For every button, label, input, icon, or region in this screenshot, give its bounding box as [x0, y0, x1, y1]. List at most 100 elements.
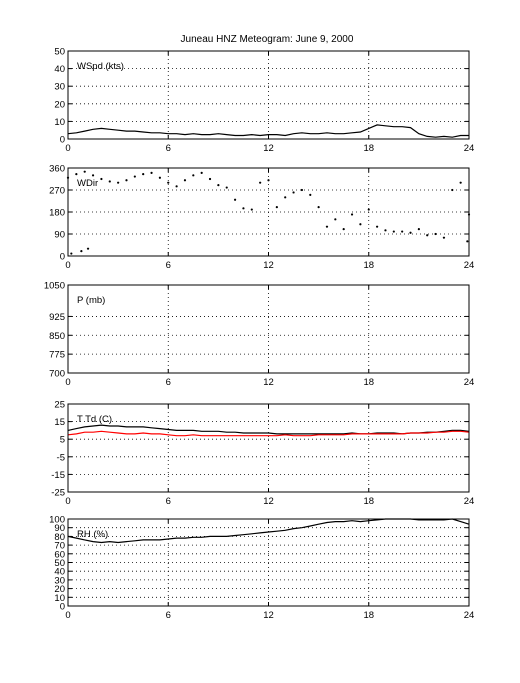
data-point — [350, 213, 354, 216]
x-tick-label: 24 — [464, 610, 475, 621]
x-tick-label: 0 — [65, 610, 70, 621]
data-point — [133, 175, 136, 178]
data-point — [442, 236, 446, 239]
y-tick-label: 700 — [49, 369, 65, 380]
x-tick-label: 0 — [65, 377, 70, 388]
panel-label: WDir — [77, 178, 98, 189]
y-tick-label: 180 — [49, 208, 65, 219]
data-point — [183, 179, 187, 182]
panel-label: P (mb) — [77, 295, 105, 306]
y-tick-label: 90 — [54, 523, 65, 534]
data-point — [150, 171, 153, 174]
data-point — [267, 179, 270, 182]
panel-label: RH (%) — [77, 529, 108, 540]
y-tick-label: 50 — [54, 558, 65, 569]
series-wspd-0 — [67, 124, 469, 138]
data-point — [300, 188, 304, 192]
data-point — [192, 174, 195, 177]
x-tick-label: 6 — [166, 143, 171, 154]
data-point — [466, 240, 469, 243]
x-tick-label: 18 — [363, 496, 374, 507]
data-point — [417, 228, 420, 231]
data-point — [342, 228, 345, 231]
x-tick-label: 18 — [363, 610, 374, 621]
y-tick-label: 60 — [54, 549, 65, 560]
y-tick-label: -25 — [51, 488, 65, 499]
data-point — [309, 193, 312, 196]
panel-wspd: 0 6 12 18 24 0 10 20 30 40 50 WSpd (kts) — [54, 47, 474, 155]
data-point — [117, 181, 120, 184]
data-point — [125, 179, 128, 182]
y-tick-label: 775 — [49, 350, 65, 361]
x-tick-label: 6 — [166, 377, 171, 388]
y-tick-label: 270 — [49, 186, 65, 197]
data-point — [208, 177, 212, 181]
data-point — [200, 171, 203, 174]
data-point — [86, 247, 90, 250]
y-tick-label: 70 — [54, 541, 65, 552]
data-point — [392, 230, 395, 233]
data-point — [142, 173, 145, 176]
data-point — [158, 176, 161, 179]
y-tick-label: 5 — [60, 435, 65, 446]
x-tick-label: 6 — [166, 260, 171, 271]
y-tick-label: 20 — [54, 99, 65, 110]
x-tick-label: 12 — [263, 610, 274, 621]
x-tick-label: 12 — [263, 143, 274, 154]
data-point — [401, 230, 404, 233]
data-point — [384, 229, 387, 232]
x-tick-label: 24 — [464, 496, 475, 507]
data-point — [75, 173, 78, 176]
data-point — [409, 231, 412, 234]
data-point — [108, 180, 111, 183]
data-point — [334, 218, 337, 221]
data-point — [250, 208, 253, 211]
data-point — [292, 191, 295, 194]
y-tick-label: 925 — [49, 312, 65, 323]
y-tick-label: 1050 — [44, 281, 65, 292]
y-tick-label: 0 — [60, 135, 65, 146]
x-tick-label: 0 — [65, 143, 70, 154]
x-tick-label: 24 — [464, 143, 475, 154]
series-ttd-1 — [67, 430, 470, 437]
data-point — [225, 186, 228, 189]
data-point — [275, 206, 278, 209]
y-tick-label: 360 — [49, 164, 65, 175]
y-tick-label: 15 — [54, 417, 65, 428]
data-point — [100, 177, 103, 181]
x-tick-label: 18 — [363, 143, 374, 154]
x-tick-label: 0 — [65, 496, 70, 507]
y-tick-label: -15 — [51, 470, 65, 481]
data-point — [217, 184, 220, 187]
x-tick-label: 24 — [464, 260, 475, 271]
panel-label: T Td (C) — [77, 414, 112, 425]
x-tick-label: 12 — [263, 260, 274, 271]
data-point — [167, 181, 170, 184]
x-tick-label: 6 — [166, 496, 171, 507]
panel-ttd: 0 6 12 18 24 -25 -15 -5 5 15 25 T Td (C) — [51, 400, 474, 508]
data-point — [83, 170, 86, 173]
data-point — [459, 181, 462, 184]
panel-label: WSpd (kts) — [77, 61, 124, 72]
x-tick-label: 12 — [263, 377, 274, 388]
x-tick-label: 18 — [363, 377, 374, 388]
data-point — [376, 225, 379, 228]
panel-wdir: 0 6 12 18 24 0 90 180 270 360 WDir — [49, 164, 474, 272]
y-tick-label: 25 — [54, 400, 65, 411]
y-tick-label: 40 — [54, 567, 65, 578]
x-tick-label: 0 — [65, 260, 70, 271]
panel-pres: 0 6 12 18 24 700 775 850 925 1050 P (mb) — [44, 281, 474, 389]
data-point — [259, 181, 262, 184]
y-tick-label: 10 — [54, 117, 65, 128]
data-point — [70, 252, 73, 255]
data-point — [434, 232, 437, 236]
y-tick-label: 20 — [54, 584, 65, 595]
data-point — [91, 174, 95, 177]
data-point — [359, 223, 362, 226]
data-point — [367, 208, 370, 211]
data-point — [233, 198, 237, 201]
data-point — [175, 185, 178, 188]
data-point — [317, 206, 320, 209]
